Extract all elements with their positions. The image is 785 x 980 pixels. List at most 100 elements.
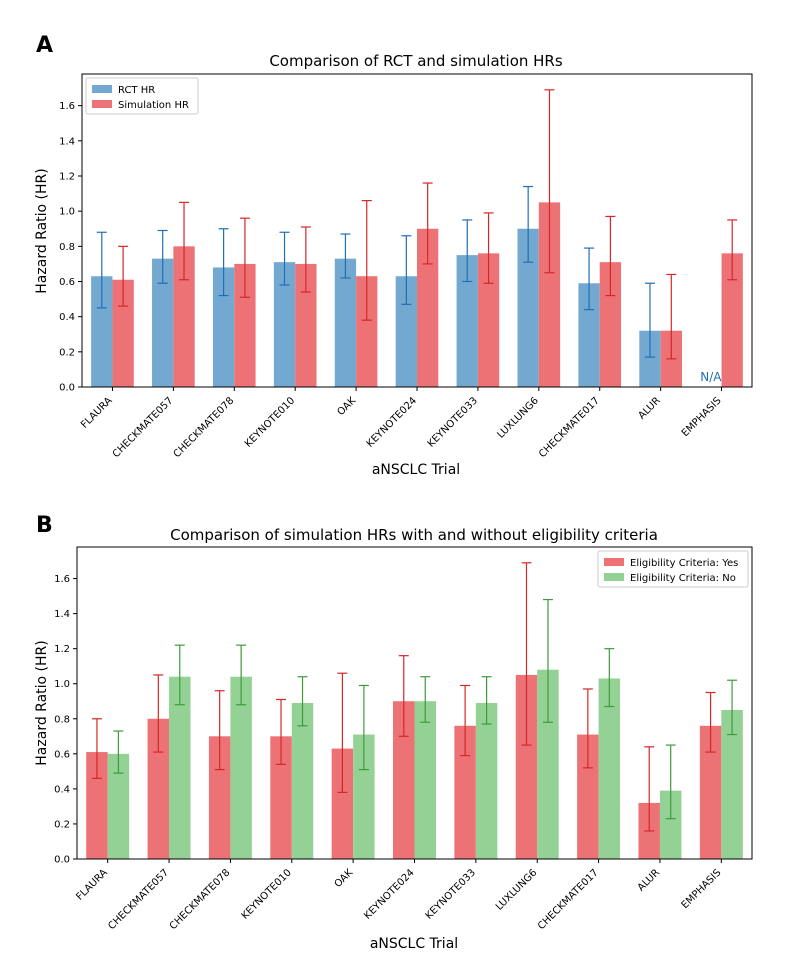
panel-b-letter: B	[36, 513, 53, 538]
panel-b-plot-area: 0.00.20.40.60.81.01.21.41.6FLAURACHECKMA…	[54, 546, 753, 932]
y-tick-label: 1.4	[59, 136, 75, 147]
x-tick-label: EMPHASIS	[680, 867, 724, 911]
y-tick-label: 0.4	[54, 784, 70, 795]
bar	[230, 676, 252, 859]
y-tick-label: 0.4	[59, 312, 75, 323]
x-tick-label: CHECKMATE017	[537, 395, 602, 460]
panel-a-letter: A	[36, 33, 53, 58]
bar	[147, 718, 170, 859]
x-tick-label: KEYNOTE033	[426, 395, 480, 449]
bar	[331, 748, 354, 859]
bar	[454, 725, 476, 859]
bar	[91, 276, 113, 387]
y-tick-label: 0.0	[59, 383, 75, 394]
bar	[107, 753, 130, 859]
x-tick-label: FLAURA	[74, 867, 110, 903]
x-tick-label: KEYNOTE024	[362, 867, 416, 921]
legend-swatch	[604, 558, 624, 566]
bar	[152, 258, 174, 387]
bar	[475, 703, 498, 859]
panel-b-title: Comparison of simulation HRs with and wi…	[170, 526, 658, 544]
bar	[721, 253, 743, 387]
legend-label: Eligibility Criteria: Yes	[630, 558, 738, 569]
panel-b: B Comparison of simulation HRs with and …	[34, 513, 753, 952]
bar	[515, 674, 538, 859]
bar	[578, 283, 600, 387]
x-tick-label: OAK	[333, 867, 356, 890]
y-tick-label: 1.4	[54, 609, 70, 620]
bar	[393, 701, 415, 859]
bar	[395, 276, 417, 387]
y-tick-label: 1.0	[59, 207, 75, 218]
x-tick-label: CHECKMATE078	[172, 395, 237, 460]
legend-label: RCT HR	[118, 85, 155, 96]
bar	[270, 736, 292, 859]
bar	[234, 263, 256, 387]
y-tick-label: 0.0	[54, 855, 70, 866]
plot-frame	[81, 73, 753, 388]
bar	[538, 202, 561, 387]
legend-label: Simulation HR	[118, 100, 189, 111]
y-tick-label: 1.2	[54, 644, 70, 655]
x-tick-label: KEYNOTE010	[243, 395, 297, 449]
bar	[356, 276, 378, 387]
bar	[208, 736, 231, 859]
y-tick-label: 0.6	[59, 277, 75, 288]
panel-a-plot-area: 0.00.20.40.60.81.01.21.41.6N/AFLAURACHEC…	[59, 73, 753, 460]
y-tick-label: 0.2	[54, 819, 70, 830]
bar	[273, 262, 296, 387]
y-tick-label: 0.2	[59, 347, 75, 358]
bar	[295, 263, 317, 387]
y-tick-label: 1.6	[54, 574, 70, 585]
bar	[417, 228, 439, 387]
bar	[456, 255, 478, 387]
legend-swatch	[92, 100, 112, 108]
panel-a-xlabel: aNSCLC Trial	[372, 462, 460, 478]
y-tick-label: 1.6	[59, 101, 75, 112]
bar	[169, 676, 191, 859]
x-tick-label: CHECKMATE057	[106, 867, 171, 932]
bar	[598, 678, 621, 859]
na-label: N/A	[700, 370, 722, 384]
bar	[639, 330, 661, 387]
x-tick-label: LUXLUNG6	[494, 867, 539, 912]
y-tick-label: 0.6	[54, 749, 70, 760]
bar	[599, 262, 622, 387]
x-tick-label: KEYNOTE010	[240, 867, 294, 921]
x-tick-label: KEYNOTE033	[424, 867, 478, 921]
bar	[334, 258, 357, 387]
bar	[537, 669, 559, 859]
legend-swatch	[604, 573, 624, 581]
x-tick-label: FLAURA	[79, 395, 115, 431]
panel-a-ylabel: Hazard Ratio (HR)	[34, 168, 50, 293]
bar	[477, 253, 500, 387]
x-tick-label: ALUR	[636, 867, 662, 893]
bar	[721, 710, 743, 859]
bar	[86, 752, 108, 859]
x-tick-label: EMPHASIS	[680, 395, 724, 439]
bar	[517, 228, 539, 387]
y-tick-label: 1.2	[59, 171, 75, 182]
x-tick-label: CHECKMATE017	[536, 867, 601, 932]
bar	[659, 790, 682, 859]
legend	[85, 77, 199, 115]
x-tick-label: LUXLUNG6	[496, 395, 541, 440]
legend-swatch	[92, 85, 112, 93]
x-tick-label: CHECKMATE078	[168, 867, 233, 932]
bar	[173, 246, 195, 387]
x-tick-label: CHECKMATE057	[111, 395, 176, 460]
panel-a-title: Comparison of RCT and simulation HRs	[269, 52, 563, 70]
bar	[353, 734, 375, 859]
y-tick-label: 0.8	[54, 714, 70, 725]
bar	[577, 734, 599, 859]
x-tick-label: ALUR	[636, 395, 662, 421]
y-tick-label: 0.8	[59, 242, 75, 253]
bar	[291, 703, 314, 859]
x-tick-label: OAK	[336, 395, 359, 418]
panel-b-ylabel: Hazard Ratio (HR)	[34, 640, 50, 765]
y-tick-label: 1.0	[54, 679, 70, 690]
bar	[699, 725, 722, 859]
bar	[414, 701, 436, 859]
bar	[112, 279, 134, 387]
